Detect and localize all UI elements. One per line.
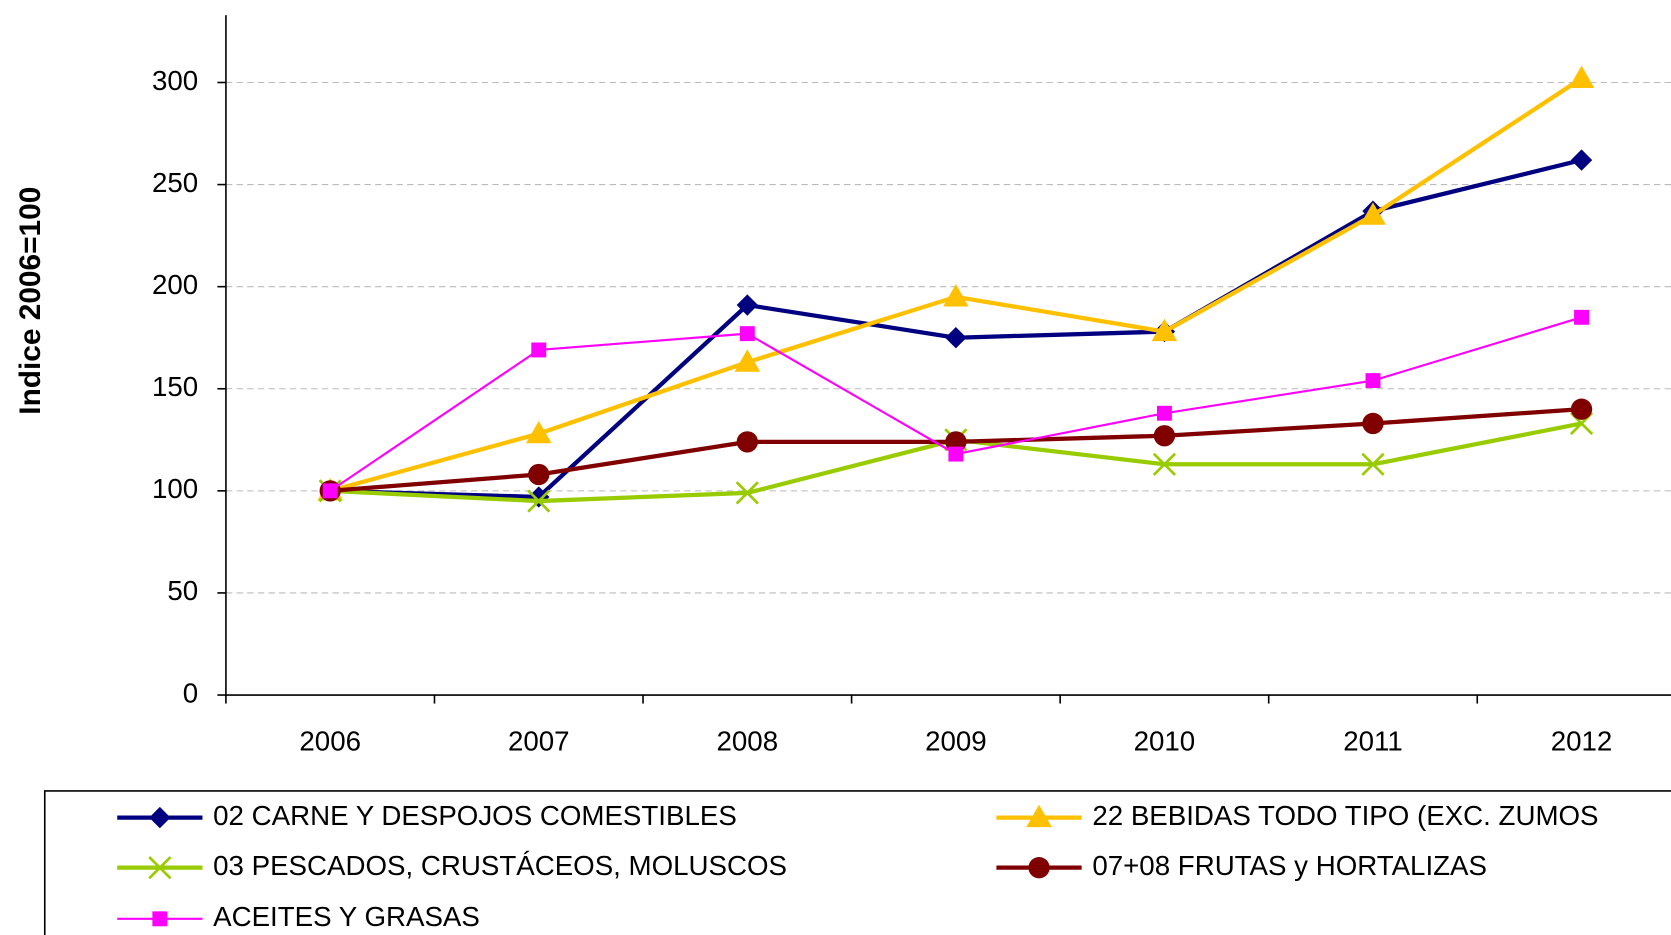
marker	[1568, 65, 1595, 89]
legend-label: ACEITES Y GRASAS	[213, 901, 480, 932]
legend-label: 02 CARNE Y DESPOJOS COMESTIBLES	[213, 800, 737, 831]
marker	[1361, 452, 1385, 476]
legend-label: 03 PESCADOS, CRUSTÁCEOS, MOLUSCOS	[213, 850, 787, 881]
marker	[1362, 412, 1384, 435]
marker	[1153, 425, 1176, 447]
marker	[1151, 318, 1178, 342]
y-tick-label: 200	[152, 269, 198, 300]
marker	[322, 483, 338, 499]
marker	[525, 420, 552, 444]
marker	[527, 489, 551, 513]
y-axis-title: Indice 2006=100	[14, 187, 47, 415]
legend-label: 07+08 FRUTAS y HORTALIZAS	[1092, 850, 1487, 881]
marker	[148, 856, 172, 880]
y-tick-label: 0	[183, 677, 198, 708]
marker	[1028, 857, 1050, 879]
marker	[943, 284, 969, 307]
marker	[735, 481, 759, 505]
marker	[1156, 405, 1172, 421]
y-tick-label: 50	[167, 575, 198, 606]
marker	[1026, 804, 1052, 828]
y-tick-label: 150	[152, 371, 198, 402]
marker	[736, 431, 758, 453]
legend-label: 22 BEBIDAS TODO TIPO (EXC. ZUMOS	[1092, 800, 1598, 831]
marker	[945, 327, 967, 349]
marker	[152, 911, 168, 927]
marker	[1360, 202, 1386, 225]
marker	[1570, 149, 1593, 171]
marker	[1570, 398, 1593, 420]
x-tick-label: 2011	[1343, 725, 1403, 756]
marker	[531, 342, 547, 358]
x-tick-label: 2008	[717, 725, 779, 756]
marker	[734, 349, 761, 372]
marker	[1574, 309, 1589, 325]
legend-box	[43, 790, 1671, 935]
y-tick-label: 300	[152, 65, 198, 96]
y-tick-label: 250	[152, 167, 198, 198]
x-tick-label: 2009	[925, 725, 987, 756]
x-tick-label: 2006	[299, 725, 361, 756]
marker	[739, 326, 755, 342]
x-tick-label: 2010	[1134, 725, 1196, 756]
marker	[1365, 373, 1381, 389]
marker	[1152, 452, 1177, 476]
y-tick-label: 100	[152, 473, 198, 504]
marker	[528, 463, 550, 486]
x-tick-label: 2007	[508, 725, 570, 756]
marker	[948, 446, 964, 462]
x-tick-label: 2012	[1551, 725, 1613, 756]
marker	[149, 806, 171, 829]
marker	[736, 294, 758, 316]
